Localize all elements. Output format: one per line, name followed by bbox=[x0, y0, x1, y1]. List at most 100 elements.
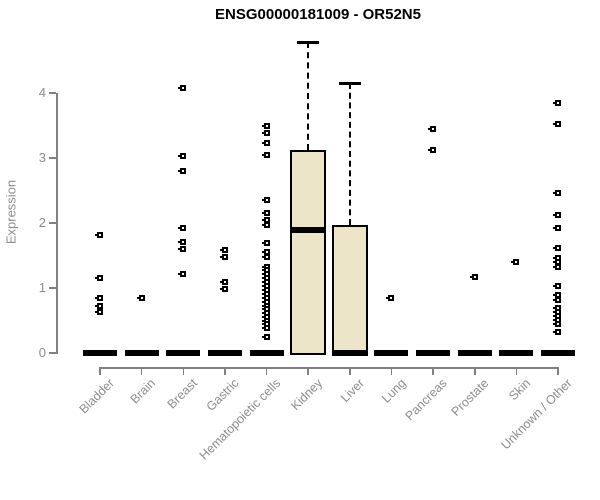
x-category-label: Skin bbox=[506, 376, 534, 404]
x-tick-mark bbox=[265, 368, 268, 375]
x-tick-mark bbox=[390, 368, 393, 375]
zero-median-bar bbox=[124, 350, 159, 356]
outlier-point bbox=[178, 225, 187, 232]
y-tick-label: 2 bbox=[38, 215, 46, 230]
outlier-point bbox=[261, 130, 270, 137]
chart-title: ENSG00000181009 - OR52N5 bbox=[215, 6, 421, 23]
zero-median-bar bbox=[207, 350, 242, 356]
outlier-point bbox=[553, 263, 562, 270]
outlier-point bbox=[553, 225, 562, 232]
outlier-point bbox=[261, 151, 270, 158]
y-tick-mark bbox=[49, 287, 56, 289]
outlier-point bbox=[553, 320, 562, 327]
outlier-point bbox=[261, 239, 270, 246]
x-category-label: Gastric bbox=[203, 376, 242, 414]
outlier-point bbox=[553, 190, 562, 197]
y-tick-label: 1 bbox=[38, 280, 46, 295]
y-tick-mark bbox=[49, 92, 56, 94]
outlier-point bbox=[95, 302, 103, 309]
x-category-label: Hematopoietic cells bbox=[196, 376, 284, 463]
x-axis-line bbox=[99, 367, 560, 369]
outlier-point bbox=[386, 295, 395, 302]
x-tick-mark bbox=[474, 368, 476, 375]
box-body bbox=[331, 224, 368, 355]
x-tick-mark bbox=[349, 368, 351, 375]
outlier-point bbox=[553, 283, 562, 290]
outlier-point bbox=[261, 333, 270, 340]
y-axis-title-text: Expression bbox=[3, 179, 19, 245]
x-category-label: Prostate bbox=[448, 376, 492, 419]
zero-median-bar bbox=[457, 350, 492, 356]
outlier-point bbox=[261, 325, 270, 332]
y-tick-mark bbox=[49, 352, 56, 354]
y-axis-line bbox=[56, 93, 58, 354]
zero-median-bar bbox=[166, 350, 201, 356]
outlier-point bbox=[219, 247, 228, 254]
outlier-point bbox=[553, 100, 562, 107]
y-tick-label: 3 bbox=[38, 150, 46, 165]
x-category-label: Bladder bbox=[76, 376, 117, 417]
whisker-upper bbox=[348, 83, 351, 225]
box-body bbox=[290, 150, 327, 355]
outlier-point bbox=[261, 253, 270, 260]
outlier-point bbox=[261, 216, 270, 223]
outlier-point bbox=[553, 245, 562, 252]
whisker-upper bbox=[307, 42, 310, 151]
y-tick-label: 4 bbox=[38, 85, 46, 100]
outlier-point bbox=[95, 294, 103, 301]
outlier-point bbox=[95, 231, 103, 238]
outlier-point bbox=[261, 140, 270, 147]
zero-median-bar bbox=[374, 350, 409, 356]
outlier-point bbox=[219, 278, 228, 285]
x-tick-mark bbox=[182, 368, 185, 375]
outlier-point bbox=[428, 147, 437, 154]
outlier-point bbox=[511, 259, 520, 265]
whisker-cap-upper bbox=[297, 40, 320, 44]
x-tick-mark bbox=[224, 368, 226, 375]
x-tick-mark bbox=[515, 368, 518, 375]
zero-median-bar bbox=[416, 350, 451, 356]
outlier-point bbox=[178, 246, 187, 252]
outlier-point bbox=[261, 197, 270, 204]
outlier-point bbox=[178, 153, 187, 160]
outlier-point bbox=[178, 84, 187, 91]
outlier-point bbox=[261, 122, 270, 129]
y-tick-mark bbox=[49, 157, 56, 159]
outlier-point bbox=[95, 275, 103, 282]
x-tick-mark bbox=[557, 368, 559, 375]
outlier-point bbox=[553, 328, 562, 335]
median-line bbox=[290, 227, 327, 234]
x-tick-mark bbox=[99, 368, 101, 375]
zero-median-bar bbox=[83, 350, 117, 356]
outlier-point bbox=[469, 273, 478, 280]
x-tick-mark bbox=[432, 368, 434, 375]
x-category-label: Pancreas bbox=[402, 376, 451, 424]
outlier-point bbox=[428, 125, 437, 132]
outlier-point bbox=[178, 238, 187, 245]
zero-median-bar bbox=[541, 350, 576, 356]
outlier-point bbox=[261, 210, 270, 217]
zero-median-bar bbox=[249, 350, 284, 356]
x-tick-mark bbox=[307, 368, 309, 375]
whisker-cap-upper bbox=[338, 81, 361, 85]
median-line bbox=[331, 350, 368, 356]
outlier-point bbox=[219, 285, 228, 292]
y-tick-label: 0 bbox=[38, 345, 46, 360]
outlier-point bbox=[553, 120, 562, 127]
outlier-point bbox=[261, 221, 270, 228]
x-category-label: Liver bbox=[337, 376, 367, 406]
outlier-point bbox=[219, 253, 228, 260]
x-category-label: Lung bbox=[378, 376, 409, 406]
outlier-point bbox=[553, 212, 562, 219]
x-category-label: Breast bbox=[164, 376, 201, 412]
x-category-label: Brain bbox=[128, 376, 159, 407]
outlier-point bbox=[136, 294, 145, 301]
x-category-label: Kidney bbox=[288, 376, 326, 413]
outlier-point bbox=[178, 270, 187, 277]
y-tick-mark bbox=[49, 222, 56, 224]
outlier-point bbox=[178, 168, 187, 174]
outlier-point bbox=[553, 296, 562, 303]
outlier-point bbox=[95, 309, 103, 316]
zero-median-bar bbox=[499, 350, 534, 356]
